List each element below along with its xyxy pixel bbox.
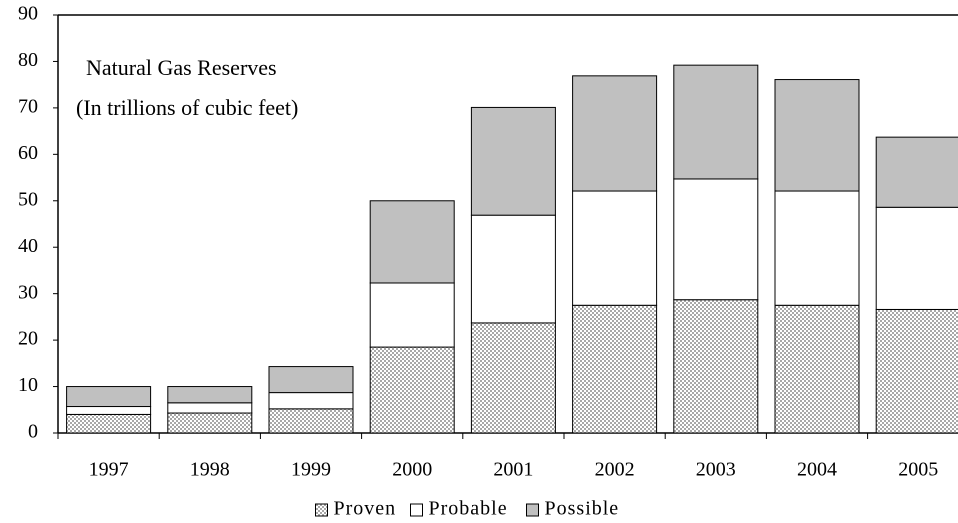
bar-segment bbox=[66, 406, 152, 415]
bar-segment bbox=[673, 64, 759, 180]
y-tick-label: 40 bbox=[18, 235, 38, 257]
bar-segment bbox=[875, 308, 958, 434]
bar-segment bbox=[470, 322, 556, 434]
y-tick-label: 80 bbox=[18, 49, 38, 71]
bar-segment bbox=[369, 200, 455, 284]
y-tick-label: 10 bbox=[18, 374, 38, 396]
x-tick-label: 1998 bbox=[190, 459, 230, 481]
bar-segment bbox=[470, 106, 556, 216]
bar-segment bbox=[268, 366, 354, 394]
bar-segment bbox=[369, 346, 455, 434]
legend-label: Probable bbox=[429, 498, 508, 520]
y-tick-label: 60 bbox=[18, 142, 38, 164]
y-tick-label: 20 bbox=[18, 328, 38, 350]
bar-segment bbox=[268, 392, 354, 410]
y-tick-label: 0 bbox=[28, 421, 38, 443]
y-tick-label: 90 bbox=[18, 3, 38, 25]
legend-swatch bbox=[526, 503, 539, 517]
x-tick-label: 2005 bbox=[898, 459, 938, 481]
legend-label: Possible bbox=[545, 498, 620, 520]
bar-segment bbox=[572, 75, 658, 192]
bar-segment bbox=[66, 413, 152, 434]
bar-segment bbox=[572, 304, 658, 434]
bar-segment bbox=[470, 214, 556, 324]
bar-segment bbox=[875, 136, 958, 208]
bar-segment bbox=[572, 190, 658, 306]
bar-segment bbox=[167, 402, 253, 414]
bar-segment bbox=[875, 206, 958, 310]
legend-swatch bbox=[315, 503, 328, 517]
x-tick-label: 1999 bbox=[291, 459, 331, 481]
bar-segment bbox=[774, 304, 860, 434]
x-tick-label: 2000 bbox=[392, 459, 432, 481]
y-tick-label: 50 bbox=[18, 188, 38, 210]
bar-segment bbox=[66, 386, 152, 408]
x-tick-label: 2004 bbox=[797, 459, 837, 481]
chart-subtitle: (In trillions of cubic feet) bbox=[76, 95, 298, 120]
bar-segment bbox=[774, 79, 860, 192]
legend-label: Proven bbox=[334, 498, 397, 520]
x-tick-label: 2002 bbox=[595, 459, 635, 481]
bar-segment bbox=[369, 282, 455, 348]
bar-segment bbox=[268, 408, 354, 434]
bar-segment bbox=[167, 412, 253, 434]
y-tick-label: 70 bbox=[18, 95, 38, 117]
x-tick-label: 1997 bbox=[89, 459, 129, 481]
chart-title: Natural Gas Reserves bbox=[86, 55, 277, 80]
x-tick-label: 2001 bbox=[493, 459, 533, 481]
legend-swatch bbox=[410, 503, 423, 517]
bar-segment bbox=[673, 178, 759, 301]
bar-segment bbox=[673, 299, 759, 434]
bar-segment bbox=[774, 190, 860, 306]
bar-segment bbox=[167, 386, 253, 404]
x-tick-label: 2003 bbox=[696, 459, 736, 481]
y-tick-label: 30 bbox=[18, 281, 38, 303]
